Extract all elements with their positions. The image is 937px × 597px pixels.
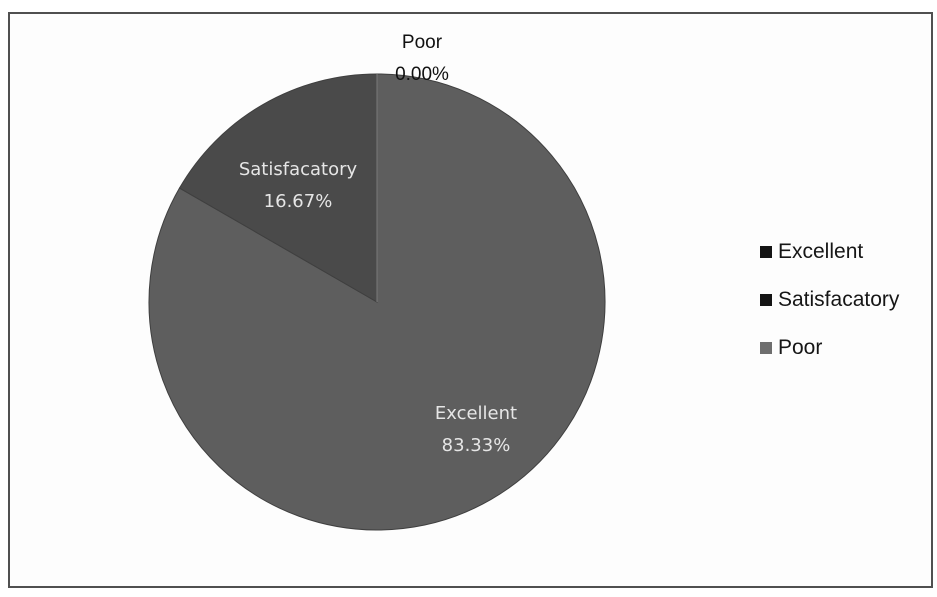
slice-label-poor-name: Poor — [402, 32, 443, 53]
pie-slice-satisfacatory — [178, 73, 378, 303]
pie-slices — [148, 73, 606, 531]
slice-label-poor-value: 0.00% — [395, 64, 449, 85]
legend-swatch-poor — [760, 342, 772, 354]
slice-label-satisfacatory-name: Satisfacatory — [239, 159, 358, 180]
legend-item-satisfacatory: Satisfacatory — [760, 288, 930, 312]
legend-swatch-satisfacatory — [760, 294, 772, 306]
pie-data-labels: Poor 0.00% Satisfacatory 16.67% Excellen… — [239, 32, 517, 456]
legend-item-excellent: Excellent — [760, 240, 930, 264]
slice-label-satisfacatory-value: 16.67% — [264, 191, 333, 212]
legend-label-excellent: Excellent — [778, 240, 864, 263]
slice-label-excellent-name: Excellent — [435, 403, 517, 424]
legend-item-poor: Poor — [760, 336, 930, 360]
legend-label-satisfacatory: Satisfacatory — [778, 288, 900, 311]
slice-label-excellent-value: 83.33% — [442, 435, 511, 456]
legend-swatch-excellent — [760, 246, 772, 258]
chart-legend: Excellent Satisfacatory Poor — [760, 240, 930, 384]
legend-label-poor: Poor — [778, 336, 823, 359]
